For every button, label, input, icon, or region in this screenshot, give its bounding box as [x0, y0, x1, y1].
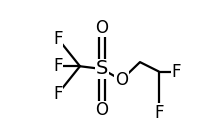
Text: O: O [95, 19, 109, 37]
Text: S: S [96, 59, 108, 79]
Text: F: F [53, 85, 63, 103]
Text: F: F [53, 30, 63, 48]
Text: F: F [53, 57, 63, 75]
Text: F: F [155, 104, 164, 122]
Text: F: F [172, 63, 181, 81]
Text: O: O [95, 101, 109, 119]
Text: O: O [115, 71, 128, 89]
